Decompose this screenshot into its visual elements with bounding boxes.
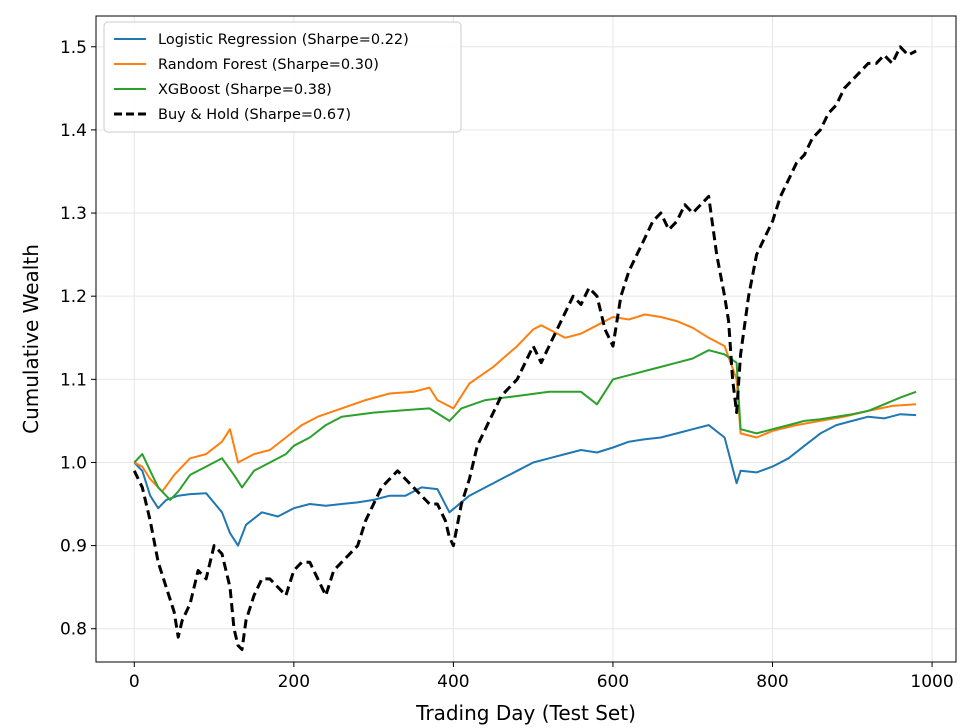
axis-ticks: 0 200 400 600 800 1000 0.8 0.9 1.0 1.1 1.2 1.3 1.4 1.…: [60, 38, 954, 692]
legend-label-0: Logistic Regression (Sharpe=0.22): [158, 32, 409, 48]
y-tick-label: 1.2: [60, 287, 87, 307]
x-tick-label: 600: [597, 672, 629, 692]
x-axis-title: Trading Day (Test Set): [415, 701, 636, 725]
series-lines: [132, 45, 917, 651]
legend-label-2: XGBoost (Sharpe=0.38): [158, 82, 332, 98]
legend-label-3: Buy & Hold (Sharpe=0.67): [158, 107, 351, 123]
legend-box: [103, 21, 462, 133]
series-line-0: [133, 413, 917, 547]
y-tick-label: 1.3: [60, 204, 87, 224]
y-tick-label: 1.4: [60, 121, 87, 141]
y-tick-label: 0.9: [60, 537, 87, 557]
y-tick-label: 1.5: [60, 38, 87, 58]
grid-lines: [96, 16, 956, 662]
x-tick-label: 800: [756, 672, 788, 692]
plot-frame: [95, 15, 957, 663]
y-tick-label: 1.0: [60, 453, 87, 473]
legend-label-1: Random Forest (Sharpe=0.30): [158, 57, 379, 73]
series-line-2: [133, 349, 917, 501]
y-tick-label: 1.1: [60, 370, 87, 390]
series-line-1: [133, 313, 917, 493]
x-tick-label: 200: [278, 672, 310, 692]
y-axis-title: Cumulative Wealth: [19, 244, 43, 434]
x-tick-label: 0: [129, 672, 140, 692]
x-tick-label: 400: [437, 672, 469, 692]
series-line-3: [132, 45, 917, 651]
y-tick-label: 0.8: [60, 620, 87, 640]
legend: Logistic Regression (Sharpe=0.22) Random …: [103, 21, 462, 133]
x-tick-label: 1000: [910, 672, 953, 692]
